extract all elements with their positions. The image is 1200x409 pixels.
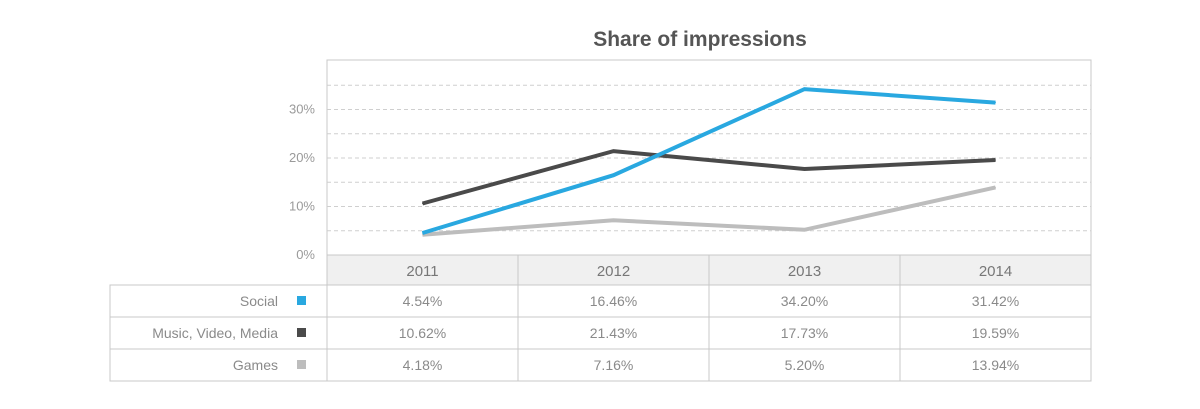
data-label: 34.20%: [781, 293, 828, 309]
y-tick-label: 0%: [296, 247, 315, 262]
data-label: 31.42%: [972, 293, 1019, 309]
data-point: [804, 229, 805, 231]
data-label: 7.16%: [594, 357, 634, 373]
y-tick-label: 30%: [289, 102, 315, 117]
data-point: [995, 186, 996, 188]
x-tick-label: 2012: [597, 263, 630, 280]
data-label: 13.94%: [972, 357, 1019, 373]
x-tick-label: 2013: [788, 263, 821, 280]
legend-swatch: [297, 328, 306, 337]
data-label: 4.18%: [403, 357, 443, 373]
data-point: [422, 202, 423, 204]
data-point: [995, 159, 996, 161]
legend-label: Music, Video, Media: [152, 325, 278, 341]
series-line-music-video-media: [421, 149, 996, 206]
legend-swatch: [297, 296, 306, 305]
data-point: [804, 88, 805, 90]
table-row: Music, Video, Media 10.62% 21.43% 17.73% 19.…: [152, 325, 1019, 341]
data-label: 19.59%: [972, 325, 1019, 341]
data-point: [613, 219, 614, 221]
data-table: 2011 2012 2013 2014 Social 4.54% 16.46% 34.20% 3…: [109, 254, 1092, 382]
data-label: 10.62%: [399, 325, 446, 341]
legend-swatch: [297, 360, 306, 369]
legend-label: Social: [240, 293, 278, 309]
data-label: 5.20%: [785, 357, 825, 373]
y-tick-label: 10%: [289, 199, 315, 214]
table-row: Social 4.54% 16.46% 34.20% 31.42%: [240, 293, 1019, 309]
legend-label: Games: [233, 357, 278, 373]
table-row: Games 4.18% 7.16% 5.20% 13.94%: [233, 357, 1019, 373]
data-label: 17.73%: [781, 325, 828, 341]
data-label: 16.46%: [590, 293, 637, 309]
x-tick-label: 2014: [979, 263, 1012, 280]
y-axis-ticks: 0% 10% 20% 30%: [289, 102, 315, 263]
chart-title: Share of impressions: [593, 28, 807, 51]
data-point: [804, 168, 805, 170]
data-point: [613, 174, 614, 176]
series-lines: [421, 87, 996, 237]
gridlines: [327, 84, 1091, 232]
data-label: 21.43%: [590, 325, 637, 341]
data-label: 4.54%: [403, 293, 443, 309]
data-point: [995, 102, 996, 104]
y-tick-label: 20%: [289, 150, 315, 165]
series-line-social: [421, 87, 996, 235]
x-tick-label: 2011: [406, 263, 438, 280]
series-line-games: [422, 185, 996, 237]
data-point: [422, 234, 423, 236]
data-point: [613, 150, 614, 152]
data-point: [422, 232, 423, 234]
